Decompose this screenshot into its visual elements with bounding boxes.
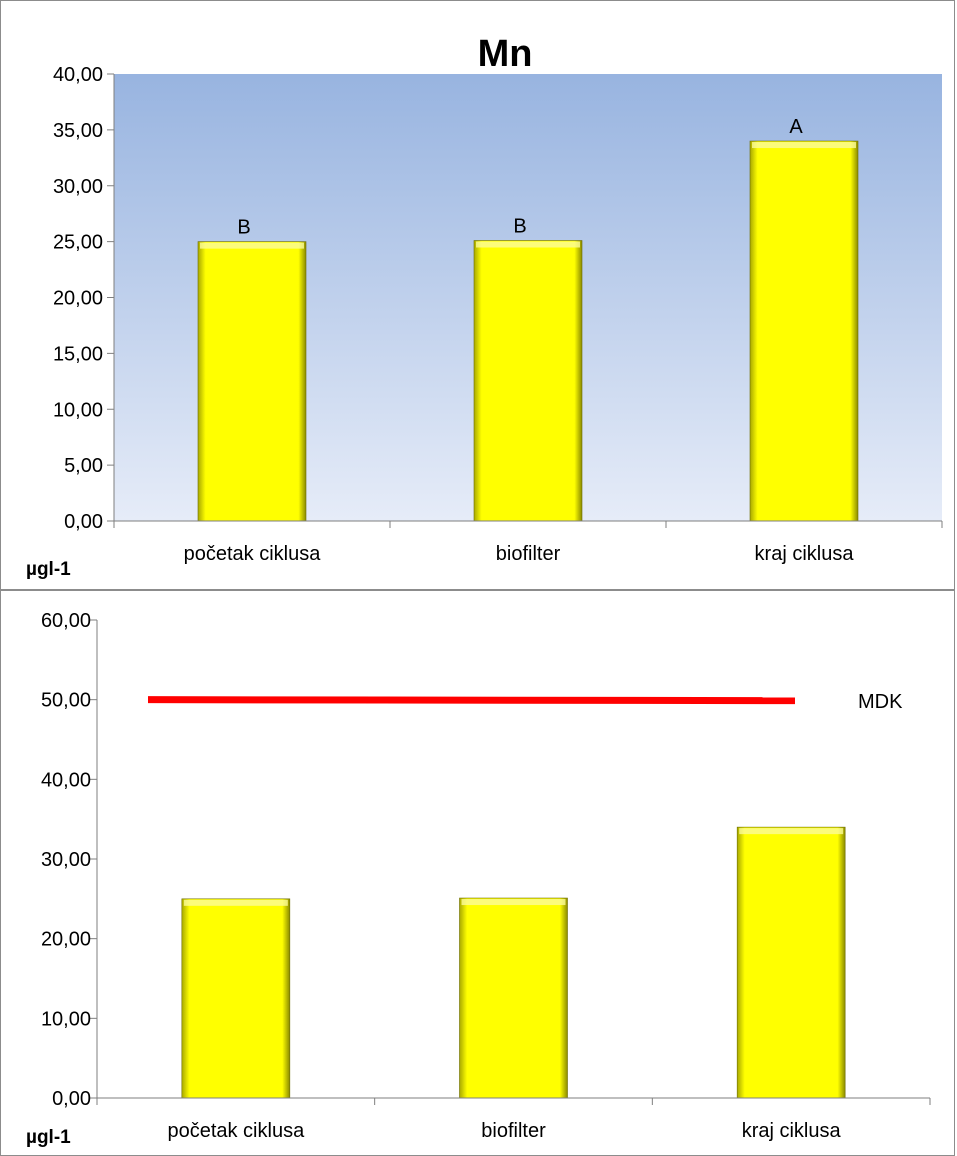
mn-bar-chart: Mn 0,00 5,00 10,00 15,00 20,00 25,00 30,00 35,0… <box>26 33 943 580</box>
y-unit-label: µgl-1 <box>26 559 71 580</box>
category-label: početak ciklusa <box>184 543 322 565</box>
bar-body <box>749 140 859 522</box>
bar-body <box>736 826 846 1099</box>
mn-mdk-chart: 0,00 10,00 20,00 30,00 40,00 50,00 60,00 počet… <box>26 610 931 1148</box>
bar-highlight <box>739 828 844 835</box>
mdk-reference-line <box>147 696 796 705</box>
bar-2 <box>736 826 846 1099</box>
y-tick-label: 10,00 <box>41 1008 91 1030</box>
y-tick-label: 15,00 <box>53 343 103 365</box>
bar-body <box>473 240 583 522</box>
chart-title: Mn <box>478 33 533 75</box>
bar-0 <box>181 898 291 1099</box>
bar-body <box>459 897 568 1099</box>
mdk-label: MDK <box>858 691 903 713</box>
bar-0 <box>197 241 307 522</box>
category-label: početak ciklusa <box>167 1120 305 1142</box>
y-tick-label: 20,00 <box>53 288 103 310</box>
data-label: B <box>513 216 526 238</box>
y-tick-label: 25,00 <box>53 232 103 254</box>
y-tick-label: 50,00 <box>41 690 91 712</box>
y-tick-label: 20,00 <box>41 929 91 951</box>
y-unit-label: µgl-1 <box>26 1127 71 1148</box>
y-tick-label: 0,00 <box>52 1088 91 1110</box>
y-tick-label: 60,00 <box>41 610 91 632</box>
y-tick-label: 0,00 <box>64 511 103 533</box>
bar-1 <box>459 897 568 1099</box>
bar-highlight <box>461 899 566 906</box>
bar-highlight <box>183 899 288 906</box>
category-label: kraj ciklusa <box>755 543 855 565</box>
category-label: biofilter <box>481 1120 546 1142</box>
y-tick-label: 5,00 <box>64 455 103 477</box>
data-label: A <box>789 116 803 138</box>
bar-body <box>197 241 307 522</box>
category-label: kraj ciklusa <box>742 1120 842 1142</box>
bar-body <box>181 898 291 1099</box>
category-label: biofilter <box>496 543 561 565</box>
bar-1 <box>473 240 583 522</box>
y-tick-label: 30,00 <box>53 176 103 198</box>
bar-highlight <box>476 241 580 248</box>
bar-highlight <box>200 242 304 249</box>
y-tick-label: 10,00 <box>53 399 103 421</box>
data-label: B <box>237 217 250 239</box>
y-tick-label: 35,00 <box>53 120 103 142</box>
y-tick-label: 30,00 <box>41 849 91 871</box>
y-tick-label: 40,00 <box>53 64 103 86</box>
y-tick-label: 40,00 <box>41 769 91 791</box>
bar-highlight <box>752 142 856 149</box>
bar-2 <box>749 140 859 522</box>
